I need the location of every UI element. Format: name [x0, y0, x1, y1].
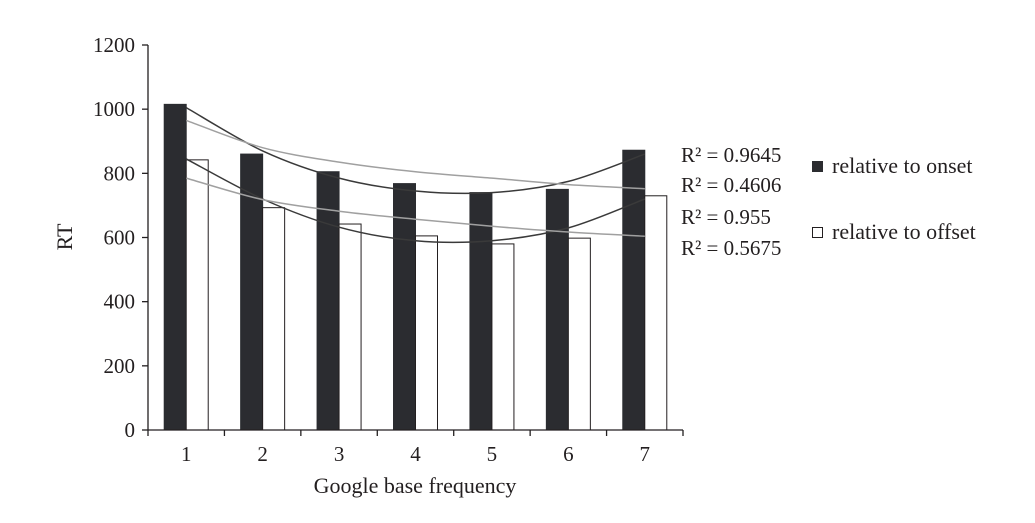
x-axis-title: Google base frequency: [314, 473, 517, 498]
legend-swatch-offset: [812, 227, 823, 238]
bar-offset-2: [262, 207, 286, 431]
trendlines-layer: [185, 106, 646, 244]
bars-layer: [163, 103, 668, 431]
x-tick-label-4: 4: [410, 442, 421, 466]
bar-offset-1: [185, 159, 209, 431]
y-ticks: 0 200 400 600 800 1000 1200: [93, 33, 148, 442]
y-tick-label-800: 800: [104, 161, 136, 185]
x-tick-label-6: 6: [563, 442, 574, 466]
y-tick-label-1200: 1200: [93, 33, 135, 57]
bar-onset-1: [163, 103, 187, 431]
bar-offset-4: [415, 235, 438, 431]
bar-offset-5: [491, 243, 515, 431]
legend-label-offset: relative to offset: [832, 219, 976, 244]
x-tick-label-5: 5: [487, 442, 498, 466]
trendline-2: [185, 119, 645, 190]
bar-offset-6: [567, 237, 591, 431]
y-tick-label-0: 0: [125, 418, 136, 442]
x-tick-label-2: 2: [257, 442, 268, 466]
x-tick-label-3: 3: [334, 442, 345, 466]
bar-offset-7: [644, 195, 668, 431]
bar-offset-3: [338, 223, 362, 431]
legend-swatch-onset: [812, 161, 823, 172]
trendline-4: [185, 177, 645, 237]
r-squared-label-2: R² = 0.4606: [681, 173, 781, 197]
x-tick-label-1: 1: [181, 442, 192, 466]
bar-onset-7: [622, 149, 646, 431]
trendline-1: [185, 106, 646, 195]
legend-label-onset: relative to onset: [832, 153, 973, 178]
y-tick-label-400: 400: [104, 290, 136, 314]
x-tick-label-7: 7: [640, 442, 651, 466]
bar-onset-5: [469, 192, 493, 431]
y-tick-label-600: 600: [104, 226, 136, 250]
y-tick-label-1000: 1000: [93, 97, 135, 121]
x-ticks: 1 2 3 4 5 6 7: [147, 430, 684, 466]
r-squared-label-3: R² = 0.955: [681, 205, 771, 229]
bar-onset-6: [545, 188, 569, 431]
r-squared-label-1: R² = 0.9645: [681, 143, 781, 167]
r-squared-label-4: R² = 0.5675: [681, 236, 781, 260]
y-axis-title: RT: [52, 223, 77, 250]
bar-onset-4: [393, 183, 416, 431]
legend: relative to onset relative to offset: [812, 153, 976, 244]
y-tick-label-200: 200: [104, 354, 136, 378]
